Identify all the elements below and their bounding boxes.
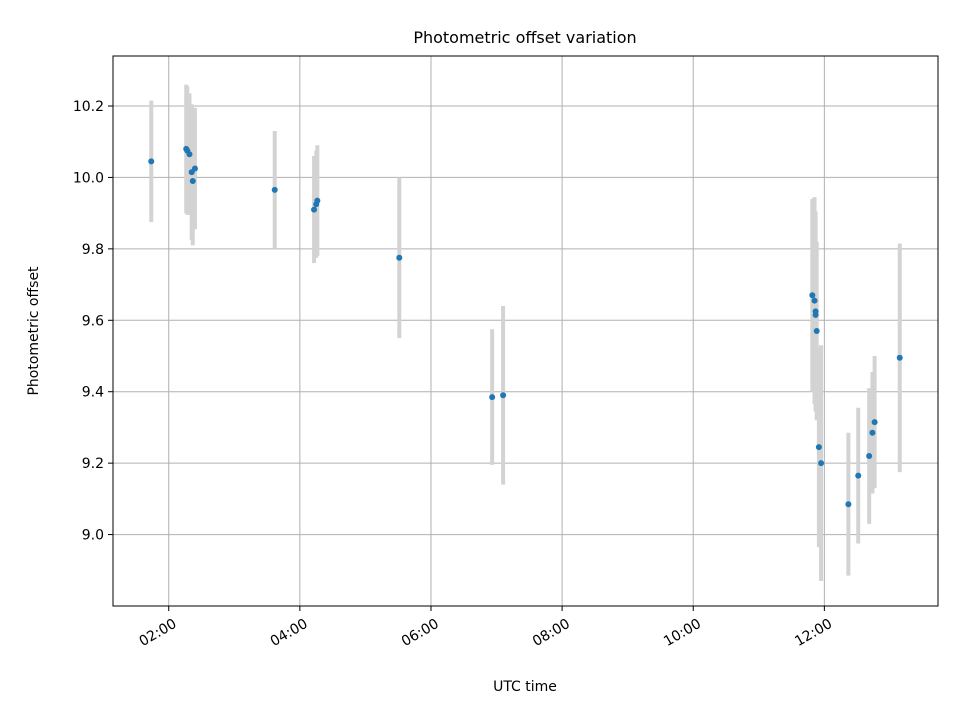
data-point xyxy=(812,311,819,318)
data-points xyxy=(148,145,903,508)
x-tick-label: 06:00 xyxy=(399,616,442,650)
data-point xyxy=(811,297,818,304)
y-tick-label: 9.2 xyxy=(82,456,104,472)
data-point xyxy=(815,444,822,451)
x-axis-label: UTC time xyxy=(493,679,557,695)
x-tick-label: 10:00 xyxy=(661,616,704,650)
data-point xyxy=(396,254,403,261)
data-point xyxy=(809,292,816,299)
chart-title: Photometric offset variation xyxy=(413,28,636,47)
error-bars xyxy=(149,84,902,581)
data-point xyxy=(855,472,862,479)
y-tick-label: 9.6 xyxy=(82,313,104,329)
data-point xyxy=(314,197,321,204)
data-point xyxy=(500,392,507,399)
data-point xyxy=(148,158,155,165)
plot-frame xyxy=(112,55,939,607)
y-tick-label: 10.2 xyxy=(73,99,104,115)
data-point xyxy=(813,328,820,334)
data-point xyxy=(896,354,903,361)
y-tick-label: 10.0 xyxy=(73,170,104,186)
data-point xyxy=(186,151,193,158)
x-tick-label: 04:00 xyxy=(268,616,311,650)
y-tick-label: 9.4 xyxy=(82,385,104,401)
data-point xyxy=(271,186,278,193)
x-tick-label: 12:00 xyxy=(792,616,835,650)
data-point xyxy=(489,394,496,401)
x-tick-label: 02:00 xyxy=(137,616,180,650)
data-point xyxy=(845,501,852,508)
data-point xyxy=(866,453,873,459)
y-tick-label: 9.8 xyxy=(82,242,104,258)
y-tick-label: 9.0 xyxy=(82,528,104,544)
data-point xyxy=(191,165,198,172)
data-point xyxy=(869,429,876,436)
data-point xyxy=(311,206,318,213)
grid-lines xyxy=(113,56,938,606)
data-point xyxy=(189,178,196,184)
data-point xyxy=(818,460,825,467)
y-axis-label: Photometric offset xyxy=(26,266,42,396)
data-point xyxy=(871,419,878,426)
x-tick-label: 08:00 xyxy=(530,616,573,650)
